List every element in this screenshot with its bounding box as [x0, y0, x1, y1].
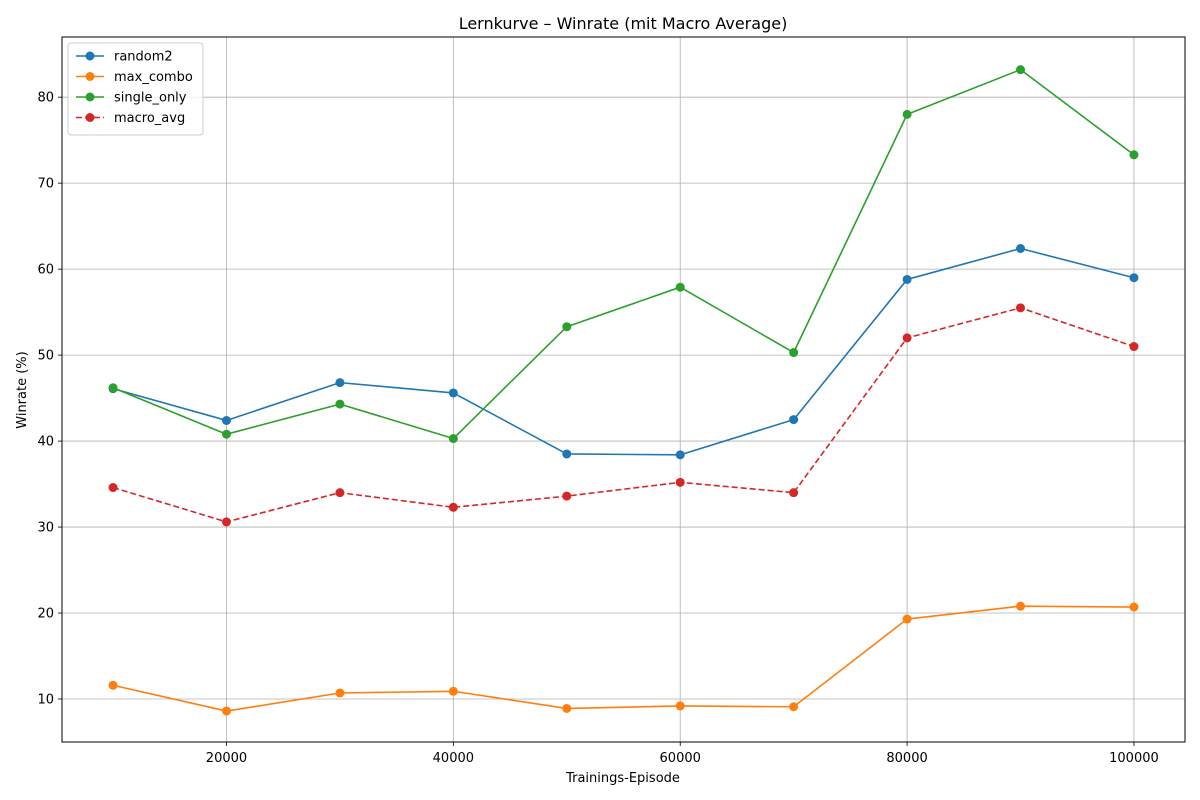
data-point [1016, 601, 1026, 611]
legend-marker [85, 113, 95, 122]
data-point [221, 429, 231, 439]
legend-label: max_combo [114, 70, 193, 85]
data-point [221, 706, 231, 716]
data-point [335, 488, 345, 498]
y-tick-label: 60 [37, 263, 54, 278]
legend-box [67, 42, 204, 136]
legend-marker [85, 92, 95, 102]
x-tick-label: 60000 [660, 751, 701, 766]
data-point [789, 348, 799, 358]
data-point [448, 434, 458, 444]
data-point [789, 702, 799, 712]
series-line [112, 68, 1135, 440]
y-tick-label: 30 [37, 521, 54, 536]
legend: random2 max_combo single_only macro_avg [67, 42, 204, 136]
y-tick-label: 40 [37, 435, 54, 450]
data-point [221, 415, 231, 425]
data-point [1016, 303, 1026, 313]
ticks: 20000 40000 60000 80000 100000 10 20 30 40 50 60 70… [37, 91, 1158, 766]
data-point [675, 450, 685, 460]
y-tick-label: 20 [37, 607, 54, 622]
data-point [108, 483, 118, 493]
plot-frame [61, 36, 1186, 743]
data-point [1129, 602, 1139, 612]
series-layer [108, 65, 1139, 716]
data-point [221, 517, 231, 527]
series-random2 [108, 244, 1139, 460]
x-axis-label: Trainings-Episode [565, 771, 680, 786]
x-tick-label: 80000 [886, 751, 927, 766]
data-point [1129, 342, 1139, 352]
data-point [789, 488, 799, 498]
data-point [1016, 244, 1026, 253]
data-point [562, 491, 572, 501]
grid [62, 37, 1185, 742]
data-point [675, 282, 685, 292]
series-line [112, 605, 1134, 712]
legend-label: random2 [114, 50, 173, 65]
data-point [448, 686, 458, 696]
data-point [108, 383, 118, 393]
data-point [789, 415, 799, 425]
y-tick-label: 50 [37, 349, 54, 364]
y-tick-label: 80 [37, 91, 54, 106]
data-point [108, 680, 118, 690]
data-point [902, 614, 912, 624]
data-point [335, 399, 345, 409]
data-point [335, 688, 345, 698]
x-tick-label: 100000 [1109, 751, 1159, 766]
x-tick-label: 40000 [433, 751, 474, 766]
data-point [1016, 65, 1026, 75]
series-macro_avg [108, 303, 1139, 527]
data-point [562, 322, 572, 332]
series-max_combo [108, 601, 1139, 716]
series-line [112, 247, 1135, 456]
y-tick-label: 70 [37, 177, 54, 192]
legend-item-max_combo: max_combo [76, 70, 193, 85]
legend-marker [85, 51, 95, 61]
data-point [675, 701, 685, 711]
data-point [902, 274, 912, 284]
chart-title: Lernkurve – Winrate (mit Macro Average) [459, 14, 788, 33]
data-point [675, 477, 685, 487]
data-point [562, 449, 572, 459]
y-axis-label: Winrate (%) [15, 351, 30, 428]
x-tick-label: 20000 [206, 751, 247, 766]
data-point [902, 333, 912, 343]
data-point [562, 703, 572, 713]
y-tick-label: 10 [37, 693, 54, 708]
data-point [1129, 273, 1139, 283]
series-single_only [108, 65, 1139, 444]
series-line [112, 307, 1135, 523]
legend-label: single_only [114, 91, 187, 106]
legend-marker [85, 72, 95, 81]
data-point [448, 388, 458, 398]
data-point [1129, 150, 1139, 160]
legend-item-single_only: single_only [76, 91, 187, 106]
legend-label: macro_avg [114, 111, 185, 126]
legend-item-macro_avg: macro_avg [76, 111, 185, 126]
data-point [448, 502, 458, 512]
legend-item-random2: random2 [76, 50, 173, 65]
data-point [335, 378, 345, 388]
data-point [902, 109, 912, 119]
